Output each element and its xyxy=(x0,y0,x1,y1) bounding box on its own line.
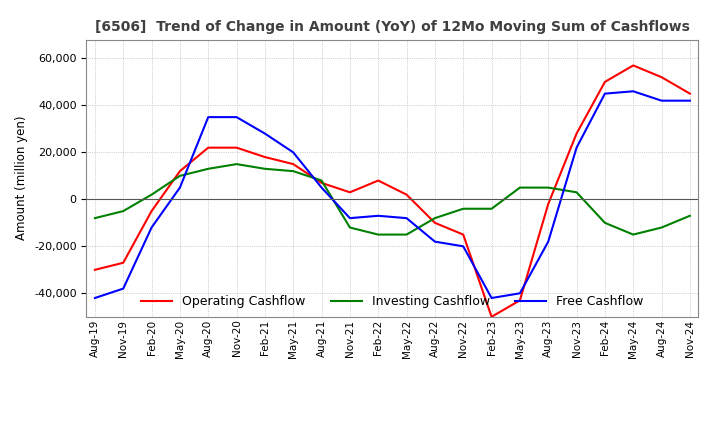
Investing Cashflow xyxy=(629,232,637,237)
Free Cashflow xyxy=(289,150,297,155)
Investing Cashflow xyxy=(657,225,666,230)
Line: Free Cashflow: Free Cashflow xyxy=(95,91,690,298)
Y-axis label: Amount (million yen): Amount (million yen) xyxy=(16,116,29,240)
Free Cashflow xyxy=(431,239,439,244)
Investing Cashflow xyxy=(516,185,524,190)
Operating Cashflow xyxy=(233,145,241,150)
Investing Cashflow xyxy=(204,166,212,172)
Investing Cashflow xyxy=(289,169,297,174)
Free Cashflow xyxy=(487,295,496,301)
Investing Cashflow xyxy=(544,185,552,190)
Investing Cashflow xyxy=(233,161,241,167)
Investing Cashflow xyxy=(685,213,694,218)
Investing Cashflow xyxy=(119,209,127,214)
Free Cashflow xyxy=(346,216,354,221)
Line: Operating Cashflow: Operating Cashflow xyxy=(95,66,690,317)
Operating Cashflow xyxy=(119,260,127,265)
Operating Cashflow xyxy=(459,232,467,237)
Free Cashflow xyxy=(374,213,382,218)
Operating Cashflow xyxy=(204,145,212,150)
Free Cashflow xyxy=(261,131,269,136)
Free Cashflow xyxy=(176,185,184,190)
Investing Cashflow xyxy=(572,190,581,195)
Operating Cashflow xyxy=(629,63,637,68)
Investing Cashflow xyxy=(346,225,354,230)
Operating Cashflow xyxy=(431,220,439,225)
Investing Cashflow xyxy=(487,206,496,211)
Free Cashflow xyxy=(204,114,212,120)
Free Cashflow xyxy=(516,291,524,296)
Free Cashflow xyxy=(148,225,156,230)
Operating Cashflow xyxy=(261,154,269,160)
Operating Cashflow xyxy=(516,298,524,303)
Free Cashflow xyxy=(685,98,694,103)
Operating Cashflow xyxy=(685,91,694,96)
Operating Cashflow xyxy=(487,314,496,319)
Operating Cashflow xyxy=(572,131,581,136)
Free Cashflow xyxy=(402,216,411,221)
Operating Cashflow xyxy=(346,190,354,195)
Investing Cashflow xyxy=(374,232,382,237)
Operating Cashflow xyxy=(91,267,99,272)
Free Cashflow xyxy=(233,114,241,120)
Investing Cashflow xyxy=(261,166,269,172)
Free Cashflow xyxy=(544,239,552,244)
Title: [6506]  Trend of Change in Amount (YoY) of 12Mo Moving Sum of Cashflows: [6506] Trend of Change in Amount (YoY) o… xyxy=(95,20,690,34)
Line: Investing Cashflow: Investing Cashflow xyxy=(95,164,690,235)
Investing Cashflow xyxy=(402,232,411,237)
Investing Cashflow xyxy=(431,216,439,221)
Investing Cashflow xyxy=(148,192,156,197)
Free Cashflow xyxy=(657,98,666,103)
Free Cashflow xyxy=(600,91,609,96)
Investing Cashflow xyxy=(600,220,609,225)
Operating Cashflow xyxy=(600,79,609,84)
Operating Cashflow xyxy=(544,202,552,207)
Operating Cashflow xyxy=(402,192,411,197)
Free Cashflow xyxy=(459,244,467,249)
Free Cashflow xyxy=(119,286,127,291)
Operating Cashflow xyxy=(176,169,184,174)
Operating Cashflow xyxy=(657,74,666,80)
Free Cashflow xyxy=(318,185,326,190)
Investing Cashflow xyxy=(176,173,184,179)
Legend: Operating Cashflow, Investing Cashflow, Free Cashflow: Operating Cashflow, Investing Cashflow, … xyxy=(136,290,649,313)
Free Cashflow xyxy=(629,88,637,94)
Free Cashflow xyxy=(572,145,581,150)
Investing Cashflow xyxy=(459,206,467,211)
Operating Cashflow xyxy=(148,209,156,214)
Operating Cashflow xyxy=(374,178,382,183)
Investing Cashflow xyxy=(91,216,99,221)
Investing Cashflow xyxy=(318,178,326,183)
Operating Cashflow xyxy=(318,180,326,186)
Operating Cashflow xyxy=(289,161,297,167)
Free Cashflow xyxy=(91,295,99,301)
